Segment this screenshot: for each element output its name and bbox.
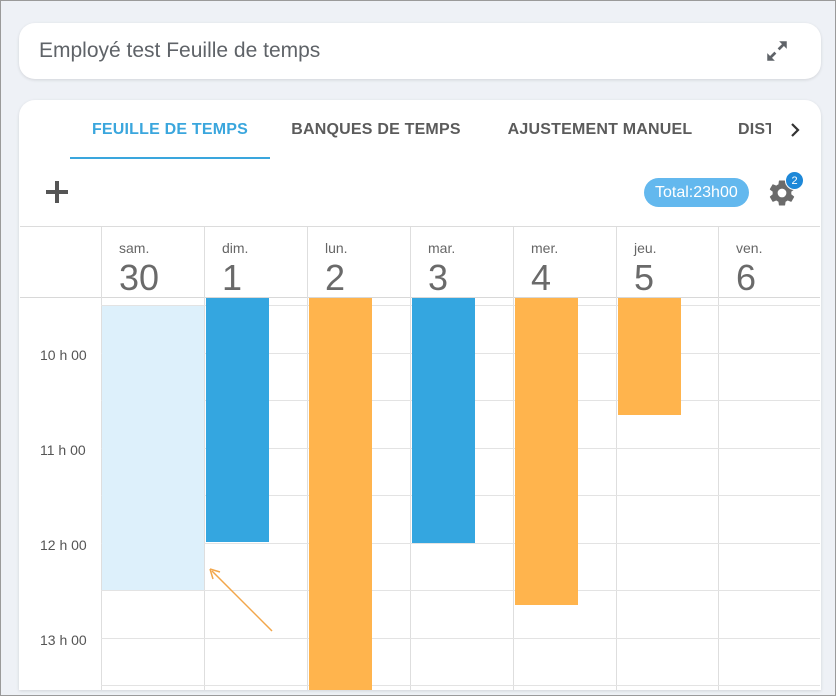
- page-title: Employé test Feuille de temps: [39, 39, 321, 62]
- day-header-mar[interactable]: mar. 3: [411, 227, 513, 298]
- day-header-lun[interactable]: lun. 2: [308, 227, 410, 298]
- notification-badge: 2: [785, 171, 804, 190]
- day-name: lun.: [325, 240, 348, 256]
- timesheet-entry-mar[interactable]: [412, 298, 475, 543]
- day-number: 5: [634, 257, 655, 298]
- day-name: jeu.: [634, 240, 657, 256]
- timesheet-header: Employé test Feuille de temps: [19, 23, 821, 79]
- time-label: 12 h 00: [40, 537, 87, 553]
- chevron-right-icon: [791, 123, 800, 137]
- day-name: mar.: [428, 240, 456, 256]
- header-divider: [20, 297, 820, 298]
- time-selection[interactable]: [102, 306, 204, 590]
- time-label: 13 h 00: [40, 632, 87, 648]
- time-label: 11 h 00: [40, 442, 86, 458]
- column-divider: [101, 227, 102, 690]
- half-hour-line: [101, 685, 820, 686]
- day-header-mer[interactable]: mer. 4: [514, 227, 616, 298]
- tab-feuille-de-temps[interactable]: FEUILLE DE TEMPS: [91, 121, 249, 138]
- timesheet-card: FEUILLE DE TEMPS BANQUES DE TEMPS AJUSTE…: [19, 100, 821, 690]
- day-header-ven[interactable]: ven. 6: [719, 227, 820, 298]
- column-divider: [307, 227, 308, 690]
- column-divider: [204, 227, 205, 690]
- timesheet-entry-mer[interactable]: [515, 298, 578, 605]
- tab-scroll-next-button[interactable]: [783, 118, 807, 142]
- expand-button[interactable]: [763, 37, 791, 65]
- day-header-jeu[interactable]: jeu. 5: [617, 227, 718, 298]
- timesheet-entry-lun[interactable]: [309, 298, 372, 690]
- day-name: sam.: [119, 240, 150, 256]
- add-entry-button[interactable]: [43, 178, 71, 206]
- active-tab-indicator: [70, 157, 270, 159]
- week-calendar: sam. 30 dim. 1 lun. 2 mar. 3 mer. 4 jeu.…: [20, 226, 820, 690]
- day-number: 1: [222, 257, 243, 298]
- day-number: 30: [119, 257, 160, 298]
- tab-banques-de-temps[interactable]: BANQUES DE TEMPS: [291, 121, 461, 138]
- day-header-sam[interactable]: sam. 30: [102, 227, 204, 298]
- day-name: mer.: [531, 240, 559, 256]
- expand-icon: [767, 41, 787, 61]
- tab-bar: FEUILLE DE TEMPS BANQUES DE TEMPS AJUSTE…: [19, 100, 821, 160]
- hour-line: [101, 638, 820, 639]
- day-number: 6: [736, 257, 757, 298]
- column-divider: [616, 227, 617, 690]
- tab-distribution[interactable]: DISTRIBUTION: [738, 121, 771, 138]
- plus-icon: [46, 181, 68, 203]
- timesheet-entry-dim[interactable]: [206, 298, 269, 542]
- total-hours-badge: Total:23h00: [644, 178, 749, 207]
- column-divider: [718, 227, 719, 690]
- day-number: 2: [325, 257, 346, 298]
- timesheet-entry-jeu[interactable]: [618, 298, 681, 415]
- arrow-annotation-icon: [209, 568, 273, 632]
- day-name: dim.: [222, 240, 249, 256]
- half-hour-line: [101, 590, 820, 591]
- day-number: 4: [531, 257, 552, 298]
- hour-line: [101, 543, 820, 544]
- column-divider: [410, 227, 411, 690]
- day-header-dim[interactable]: dim. 1: [205, 227, 307, 298]
- day-name: ven.: [736, 240, 763, 256]
- day-number: 3: [428, 257, 449, 298]
- time-label: 10 h 00: [40, 347, 87, 363]
- column-divider: [513, 227, 514, 690]
- tab-ajustement-manuel[interactable]: AJUSTEMENT MANUEL: [507, 121, 693, 138]
